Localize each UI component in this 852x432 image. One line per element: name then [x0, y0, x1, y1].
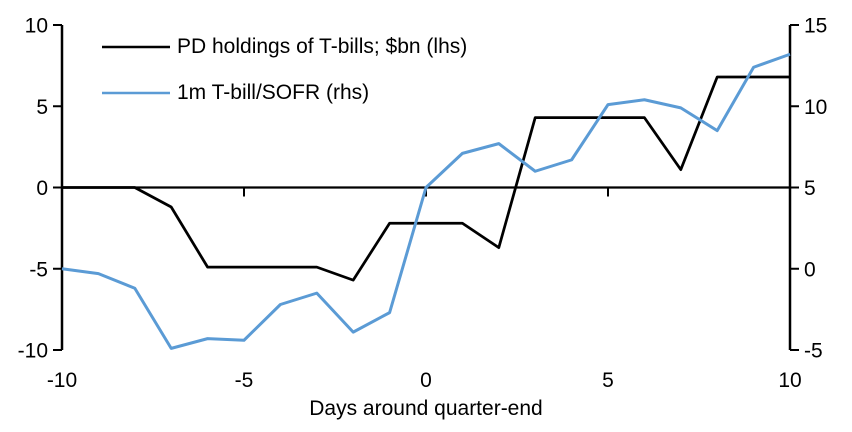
legend-line-sample-sofr: [102, 91, 170, 95]
left-axis-tick-label: 5: [36, 96, 48, 119]
left-axis-tick-label: -10: [18, 340, 48, 363]
series-line-sofr: [61, 52, 791, 350]
x-axis-tick-label: 5: [602, 369, 614, 392]
x-axis-tick-label: 10: [778, 369, 801, 392]
right-axis-tick-label: 15: [804, 15, 827, 38]
right-axis-tick-label: -5: [804, 340, 823, 363]
right-axis-tick-label: 0: [804, 258, 816, 281]
legend-label-pd-holdings: PD holdings of T-bills; $bn (lhs): [177, 35, 468, 58]
left-axis-tick-label: 0: [36, 177, 48, 200]
legend: PD holdings of T-bills; $bn (lhs) 1m T-b…: [102, 24, 467, 116]
x-axis-tick-label: -5: [235, 369, 254, 392]
legend-item-sofr: 1m T-bill/SOFR (rhs): [102, 70, 467, 116]
right-axis-tick-label: 10: [804, 96, 827, 119]
right-axis-tick-label: 5: [804, 177, 816, 200]
left-axis-tick-label: 10: [25, 15, 48, 38]
series-line-pd-holdings: [62, 75, 790, 282]
x-axis-title: Days around quarter-end: [309, 397, 543, 420]
legend-line-sample-pd-holdings: [102, 45, 170, 49]
left-axis-tick-label: -5: [29, 258, 48, 281]
x-axis-tick-label: -10: [47, 369, 77, 392]
x-axis-tick-label: 0: [420, 369, 432, 392]
legend-label-sofr: 1m T-bill/SOFR (rhs): [177, 81, 370, 104]
legend-item-pd-holdings: PD holdings of T-bills; $bn (lhs): [102, 24, 467, 70]
